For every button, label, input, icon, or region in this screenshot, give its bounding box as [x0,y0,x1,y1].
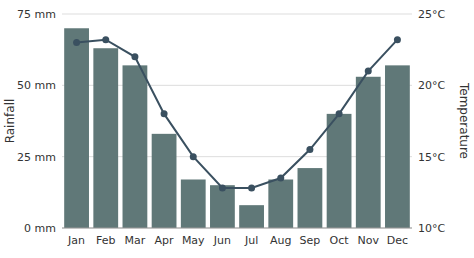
grid [62,14,412,228]
x-tick-label: Dec [387,234,408,247]
bar [123,65,148,228]
y-tick-label: 25 mm [17,151,56,164]
point [306,146,313,153]
bar [210,185,235,228]
y2-tick-label: 20°C [418,79,445,92]
y2-tick-label: 10°C [418,222,445,235]
bar [152,134,177,228]
x-tick-label: Jun [213,234,231,247]
x-tick-label: May [182,234,205,247]
x-tick-label: Sep [300,234,321,247]
x-tick-label: Nov [358,234,380,247]
x-tick-label: Jan [67,234,85,247]
point [131,53,138,60]
point [248,185,255,192]
bar [181,179,206,228]
point [277,175,284,182]
bar [298,168,323,228]
x-tick-label: Jul [244,234,258,247]
y-tick-label: 75 mm [17,8,56,21]
point [161,110,168,117]
bar [239,205,264,228]
bar [385,65,410,228]
point [102,36,109,43]
x-tick-label: Mar [125,234,146,247]
bar [268,179,293,228]
grid-line [62,14,412,15]
chart-container: 0 mm 25 mm 50 mm 75 mm 10°C 15°C 20°C 25°C Jan Fe… [0,0,474,258]
point [190,153,197,160]
y2-tick-label: 25°C [418,8,445,21]
y-tick-label: 0 mm [24,222,56,235]
bar [64,28,89,228]
y2-tick-label: 15°C [418,151,445,164]
marks [64,28,410,228]
y-tick-label: 50 mm [17,79,56,92]
bar [327,114,352,228]
x-tick-label: Apr [155,234,175,247]
x-axis-line [62,228,412,229]
point [365,68,372,75]
point [73,39,80,46]
chart-svg: 0 mm 25 mm 50 mm 75 mm 10°C 15°C 20°C 25°C Jan Fe… [0,0,474,258]
bar [93,48,118,228]
x-tick-label: Feb [96,234,115,247]
line [77,40,398,188]
y-axis-label: Rainfall [3,99,17,144]
x-tick-label: Aug [270,234,291,247]
y2-axis-label: Temperature [457,82,471,159]
point [336,110,343,117]
x-tick-label: Oct [330,234,350,247]
point [394,36,401,43]
bar [356,77,381,228]
grid-line [62,228,412,229]
axes: 0 mm 25 mm 50 mm 75 mm 10°C 15°C 20°C 25°C Jan Fe… [3,8,471,247]
point [219,185,226,192]
